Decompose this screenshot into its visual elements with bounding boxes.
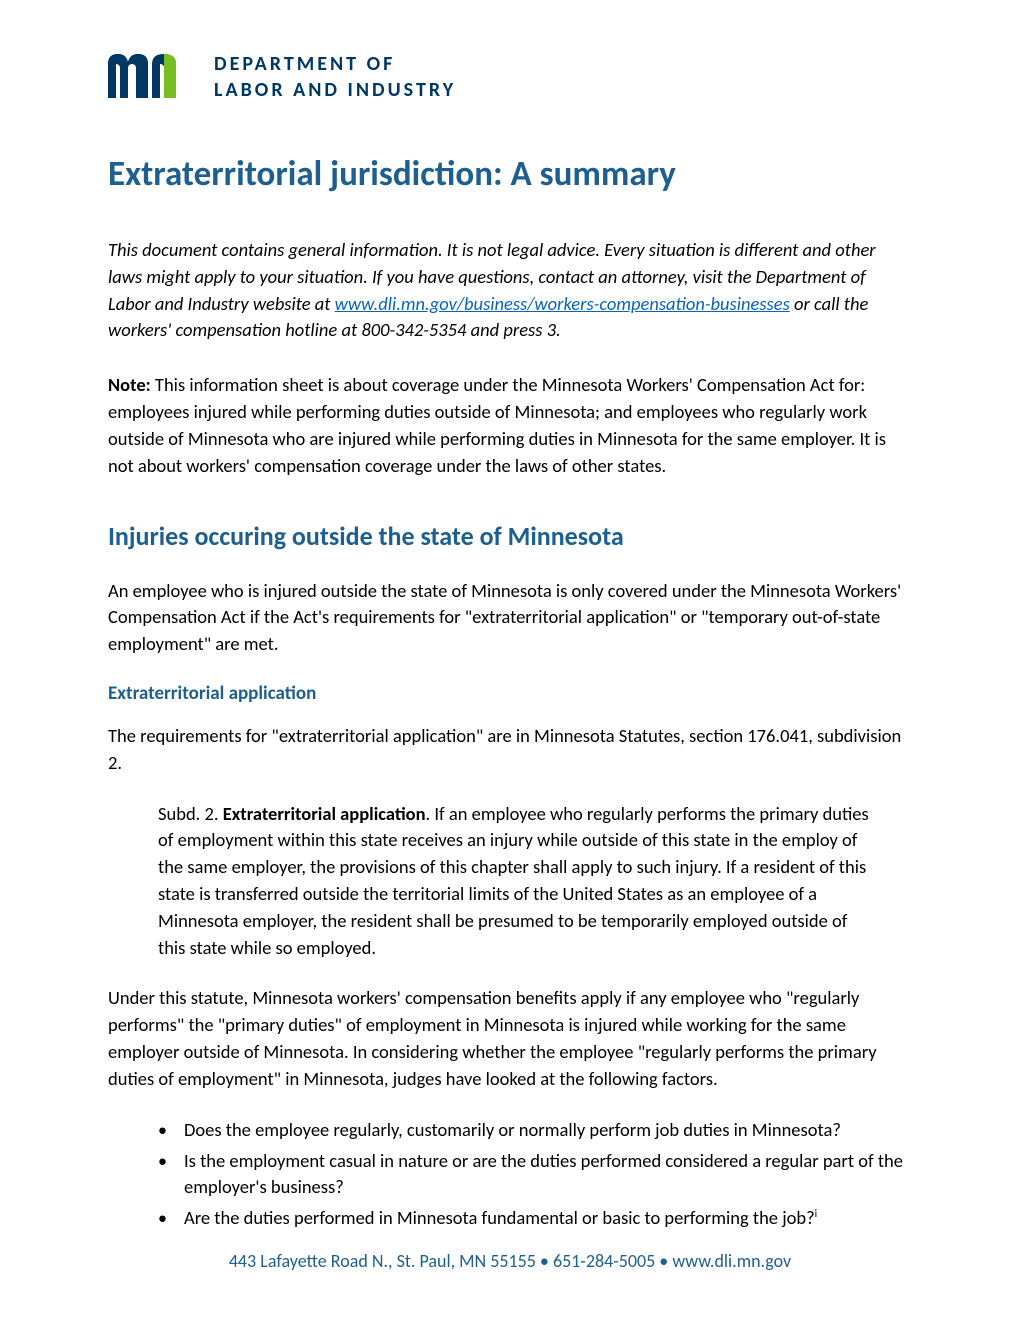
- page-footer: 443 Lafayette Road N., St. Paul, MN 5515…: [0, 1250, 1020, 1272]
- section1-intro: An employee who is injured outside the s…: [108, 578, 912, 658]
- agency-name-line2: LABOR AND INDUSTRY: [214, 78, 456, 102]
- mn-logo-icon: [108, 50, 198, 103]
- agency-name: DEPARTMENT OF LABOR AND INDUSTRY: [214, 52, 456, 102]
- list-item: Are the duties performed in Minnesota fu…: [158, 1205, 912, 1232]
- bullet-text-2: Is the employment casual in nature or ar…: [184, 1149, 903, 1199]
- bullet-text-3: Are the duties performed in Minnesota fu…: [184, 1206, 815, 1229]
- subsection-intro: The requirements for "extraterritorial a…: [108, 723, 912, 777]
- dli-website-link[interactable]: www.dli.mn.gov/business/workers-compensa…: [335, 292, 790, 315]
- document-title: Extraterritorial jurisdiction: A summary: [108, 153, 912, 195]
- statute-text: . If an employee who regularly performs …: [158, 802, 869, 959]
- factors-list: Does the employee regularly, customarily…: [108, 1117, 912, 1232]
- agency-logo: DEPARTMENT OF LABOR AND INDUSTRY: [108, 50, 912, 103]
- disclaimer-paragraph: This document contains general informati…: [108, 237, 912, 344]
- note-text: This information sheet is about coverage…: [108, 373, 886, 476]
- subsection-heading-extraterritorial: Extraterritorial application: [108, 682, 912, 705]
- statute-quote: Subd. 2. Extraterritorial application. I…: [108, 801, 912, 962]
- list-item: Does the employee regularly, customarily…: [158, 1117, 912, 1144]
- note-paragraph: Note: This information sheet is about co…: [108, 372, 912, 479]
- footnote-reference: i: [815, 1207, 818, 1220]
- statute-label: Extraterritorial application: [223, 802, 426, 825]
- list-item: Is the employment casual in nature or ar…: [158, 1148, 912, 1202]
- note-label: Note:: [108, 373, 151, 396]
- agency-name-line1: DEPARTMENT OF: [214, 52, 456, 76]
- section-heading-injuries: Injuries occuring outside the state of M…: [108, 520, 912, 552]
- bullet-text-1: Does the employee regularly, customarily…: [184, 1118, 841, 1141]
- statute-prefix: Subd. 2.: [158, 802, 223, 825]
- statute-explanation: Under this statute, Minnesota workers' c…: [108, 985, 912, 1092]
